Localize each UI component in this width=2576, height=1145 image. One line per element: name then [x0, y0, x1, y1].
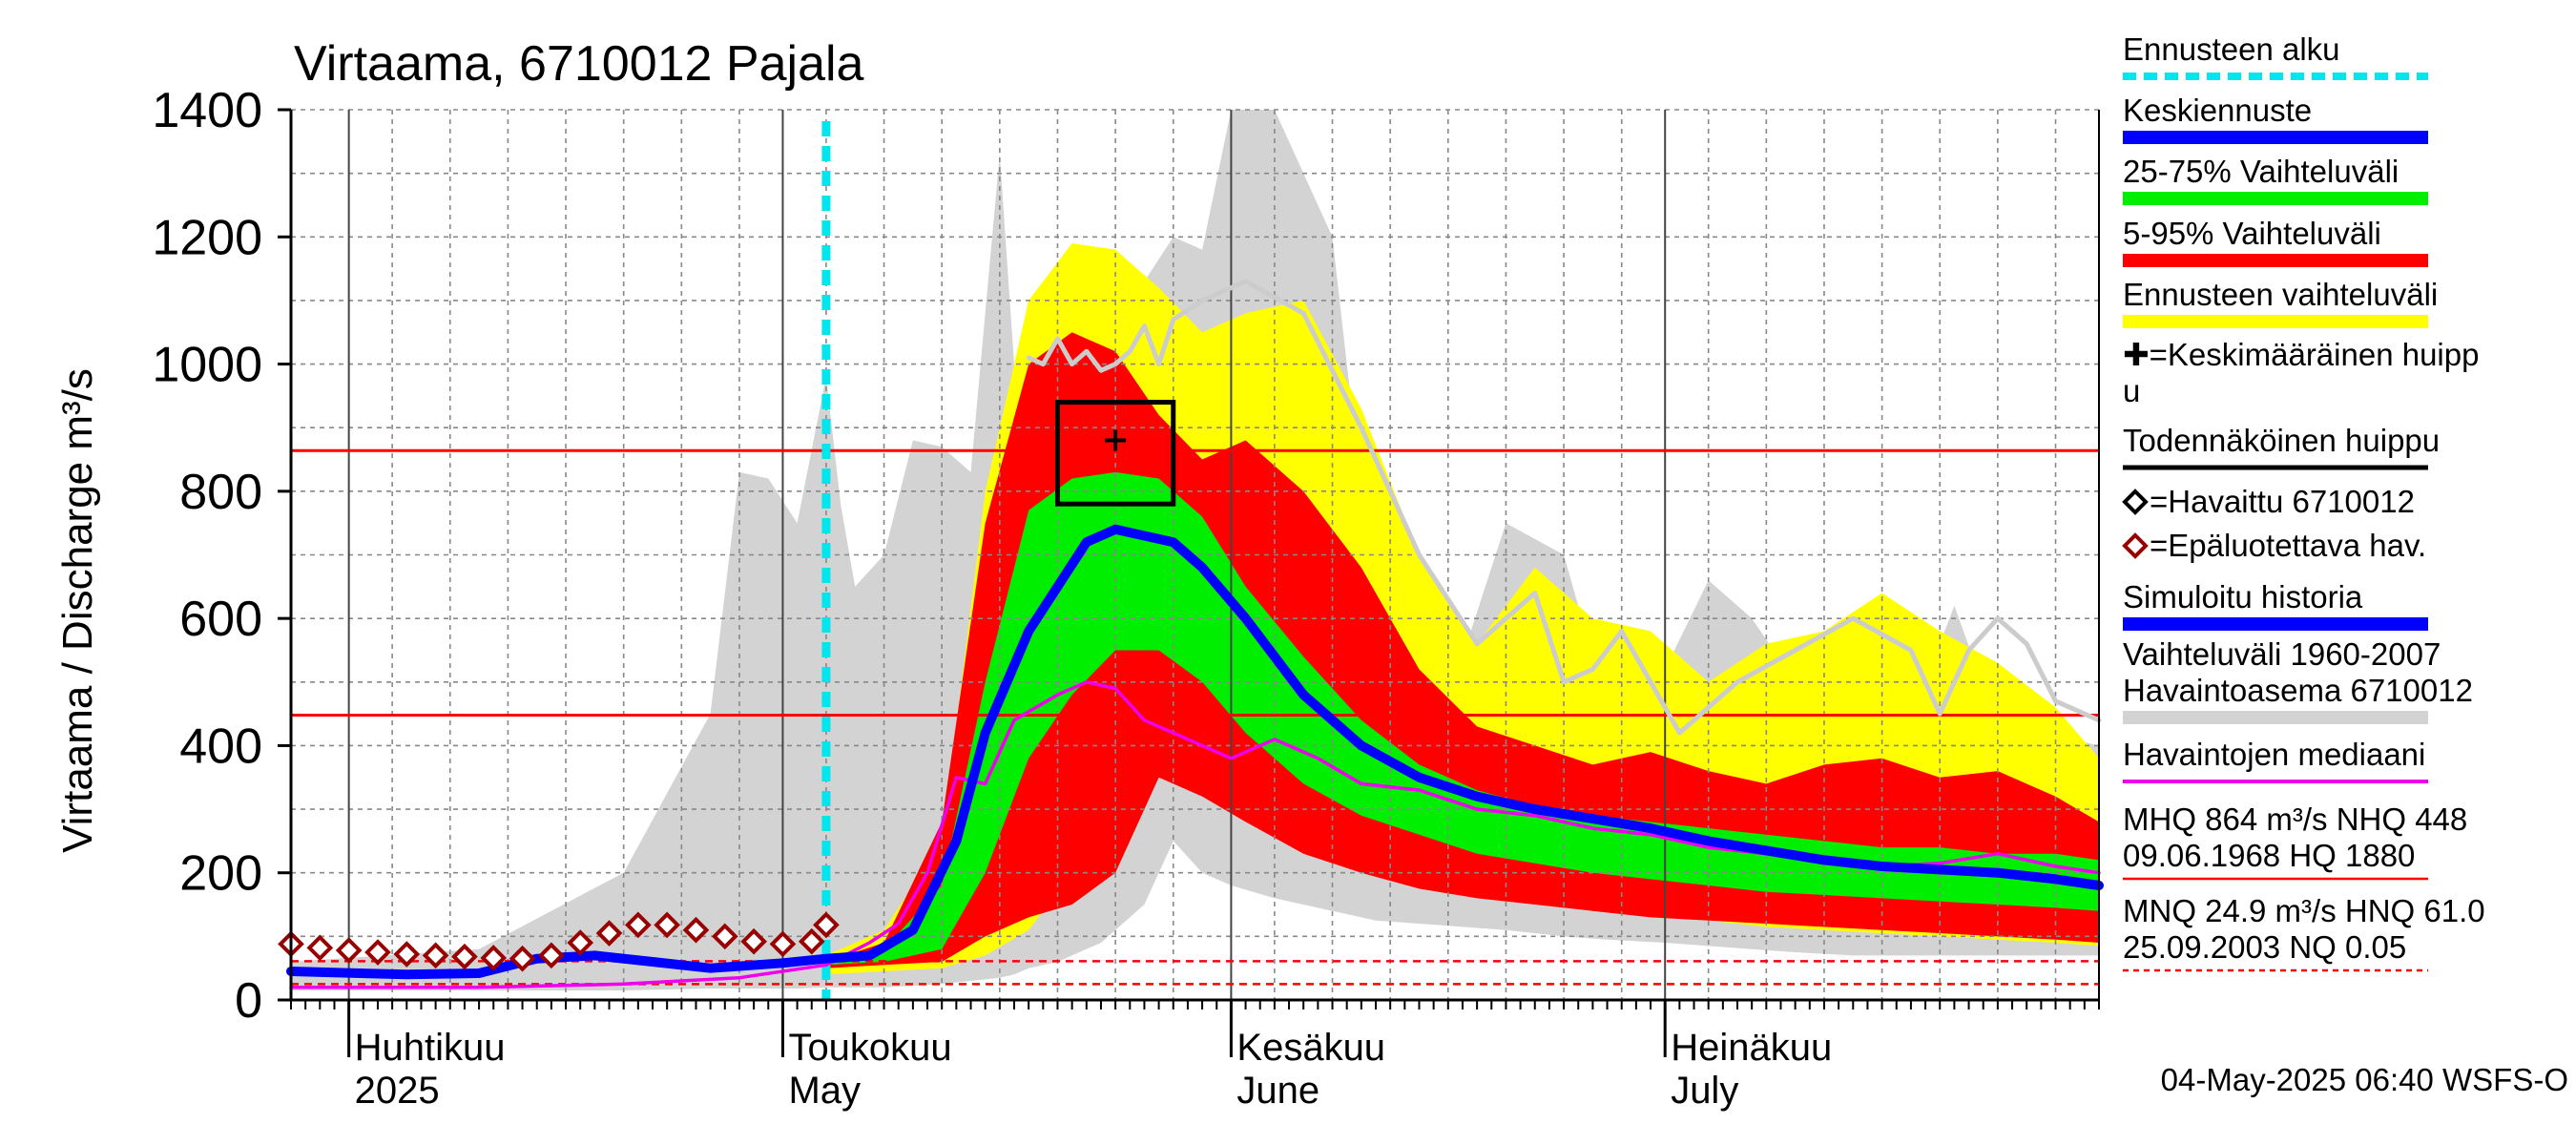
legend-label: =Havaittu 6710012	[2150, 484, 2415, 519]
unreliable-observation-marker	[335, 937, 363, 964]
legend-label: 5-95% Vaihteluväli	[2123, 216, 2381, 251]
legend-item-12: Havaintojen mediaani	[2123, 737, 2428, 783]
legend-item-3: 25-75% Vaihteluväli	[2123, 154, 2428, 205]
unreliable-observation-marker	[798, 927, 825, 955]
x-month-sublabel: June	[1236, 1070, 1319, 1112]
unreliable-observation-marker	[509, 945, 536, 972]
legend-label: Havaintojen mediaani	[2123, 737, 2425, 772]
unreliable-observation-marker	[682, 916, 710, 944]
unreliable-observation-marker	[393, 941, 421, 968]
band-3	[825, 471, 2099, 966]
legend-symbol	[2123, 254, 2428, 267]
unreliable-observation-marker	[740, 927, 767, 955]
x-month-sublabel: July	[1671, 1070, 1738, 1112]
mean-peak-marker	[1105, 429, 1127, 451]
legend-label: Ennusteen vaihteluväli	[2123, 277, 2438, 312]
y-axis-label: Virtaama / Discharge m³/s	[54, 368, 101, 853]
unreliable-observation-marker	[567, 929, 594, 956]
unreliable-observation-marker	[711, 923, 738, 950]
legend-symbol	[2122, 489, 2149, 515]
legend: Ennusteen alku Keskiennuste 25-75% Vaihtel…	[2122, 31, 2485, 972]
chart-title: Virtaama, 6710012 Pajala	[294, 36, 864, 92]
grid-lines	[290, 109, 2099, 1001]
legend-label-2: 09.06.1968 HQ 1880	[2123, 838, 2415, 873]
unreliable-observation-marker	[422, 942, 449, 969]
peak-annotations	[1054, 400, 1176, 507]
legend-symbol	[2123, 315, 2428, 328]
y-tick-label: 200	[179, 846, 262, 902]
x-month-label: Toukokuu	[788, 1027, 951, 1069]
unreliable-observation-marker	[595, 920, 623, 947]
legend-label: Ennusteen alku	[2123, 31, 2340, 67]
timestamp: 04-May-2025 06:40 WSFS-O	[2161, 1062, 2568, 1097]
legend-item-6: ✚=Keskimääräinen huippu	[2123, 337, 2479, 408]
x-month-label: Kesäkuu	[1236, 1027, 1385, 1069]
legend-symbol	[2123, 131, 2428, 144]
unreliable-observation-marker	[654, 911, 680, 939]
series-lines	[286, 279, 2104, 989]
unreliable-observation-marker	[538, 942, 565, 969]
legend-symbol	[2122, 532, 2149, 559]
legend-item-4: 5-95% Vaihteluväli	[2123, 216, 2428, 267]
legend-item-10: Simuloitu historia	[2123, 579, 2428, 631]
unreliable-observation-marker	[480, 945, 508, 971]
legend-label: Todennäköinen huippu	[2123, 423, 2440, 458]
mean-forecast-line	[286, 524, 2104, 980]
legend-label: MNQ 24.9 m³/s HNQ 61.0	[2123, 893, 2485, 928]
legend-item-5: Ennusteen vaihteluväli	[2123, 277, 2438, 328]
legend-label: =Epäluotettava hav.	[2150, 528, 2426, 563]
unreliable-observation-marker	[306, 934, 334, 962]
unreliable-observation-marker	[813, 911, 840, 939]
y-tick-label: 600	[179, 592, 262, 647]
y-tick-label: 1200	[152, 210, 262, 265]
y-tick-label: 0	[235, 973, 262, 1029]
x-month-label: Heinäkuu	[1671, 1027, 1832, 1069]
legend-label-2: 25.09.2003 NQ 0.05	[2123, 929, 2406, 965]
legend-label-2: Havaintoasema 6710012	[2123, 673, 2473, 708]
legend-symbol	[2123, 711, 2428, 724]
x-month-label: Huhtikuu	[355, 1027, 506, 1069]
y-tick-label: 1000	[152, 338, 262, 393]
legend-item-9: =Epäluotettava hav.	[2122, 528, 2426, 563]
x-month-sublabel: 2025	[355, 1070, 440, 1112]
y-tick-label: 800	[179, 465, 262, 520]
legend-symbol	[2123, 617, 2428, 631]
x-month-sublabel: May	[788, 1070, 861, 1112]
legend-item-11: Vaihteluväli 1960-2007 Havaintoasema 671…	[2123, 636, 2473, 724]
legend-label-2: u	[2123, 373, 2140, 408]
legend-item-14: MNQ 24.9 m³/s HNQ 61.025.09.2003 NQ 0.05	[2123, 893, 2485, 972]
probable-peak-box	[1054, 400, 1176, 507]
legend-item-1: Ennusteen alku	[2123, 31, 2428, 80]
plot-frame	[289, 110, 2100, 1002]
y-tick-label: 1400	[152, 83, 262, 138]
y-axis: 0 200 400 600 800 1000 1200 1400	[152, 83, 291, 1029]
simulated-history-line	[1026, 279, 2102, 736]
legend-label: Vaihteluväli 1960-2007	[2123, 636, 2441, 672]
unreliable-observation-marker	[364, 939, 391, 966]
legend-symbol	[2123, 192, 2428, 205]
legend-label: Keskiennuste	[2123, 93, 2312, 128]
legend-label: ✚=Keskimääräinen huipp	[2123, 337, 2479, 372]
legend-label: 25-75% Vaihteluväli	[2123, 154, 2399, 189]
legend-item-8: =Havaittu 6710012	[2122, 484, 2415, 519]
legend-label: Simuloitu historia	[2123, 579, 2363, 614]
unreliable-observation-marker	[769, 930, 797, 958]
legend-item-2: Keskiennuste	[2123, 93, 2428, 144]
unreliable-observation-marker	[451, 943, 478, 970]
y-tick-label: 400	[179, 718, 262, 774]
unreliable-observation-marker	[625, 911, 652, 939]
legend-label: MHQ 864 m³/s NHQ 448	[2123, 802, 2467, 837]
legend-item-7: Todennäköinen huippu	[2123, 423, 2440, 470]
